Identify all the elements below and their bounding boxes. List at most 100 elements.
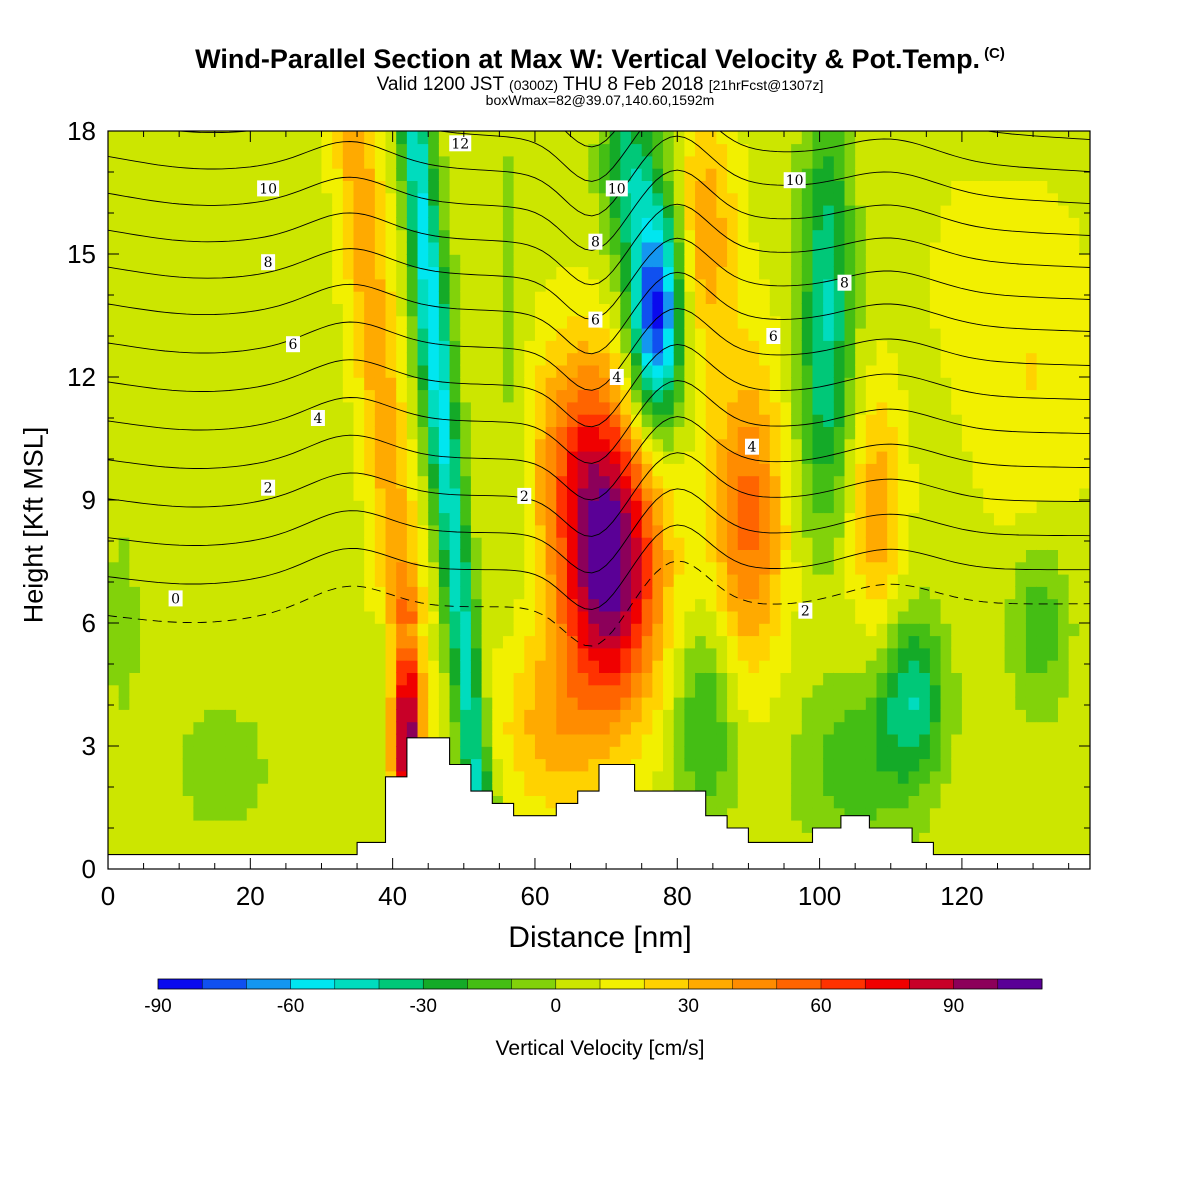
velocity-cell-3948 [801,266,814,280]
velocity-cell-1661 [396,352,408,366]
velocity-cell-1936 [449,659,462,673]
velocity-cell-4343 [876,573,888,587]
velocity-cell-2802 [599,340,611,354]
velocity-cell-1818 [428,635,440,649]
velocity-cell-3714 [759,192,771,206]
velocity-cell-4227 [855,524,867,538]
velocity-cell-440 [182,610,195,624]
velocity-cell-506 [193,536,205,550]
velocity-cell-526 [193,290,205,304]
velocity-cell-2723 [588,573,600,587]
velocity-cell-4686 [940,782,953,796]
velocity-cell-86 [118,536,131,550]
velocity-cell-1462 [364,586,376,600]
velocity-cell-3449 [716,500,728,514]
velocity-cell-3453 [716,450,728,464]
velocity-cell-2557 [556,401,568,415]
velocity-cell-1973 [449,204,462,218]
velocity-cell-1657 [396,401,408,415]
velocity-cell-4527 [908,524,921,538]
velocity-cell-1450 [364,733,376,747]
velocity-cell-789 [246,746,259,760]
velocity-cell-2015 [460,426,472,440]
velocity-cell-149 [129,500,141,514]
velocity-cell-3742 [769,586,782,600]
velocity-cell-1945 [449,549,462,563]
velocity-cell-2026 [460,290,472,304]
velocity-cell-1293 [332,450,344,464]
velocity-cell-3722 [769,832,782,846]
velocity-cell-4219 [855,623,867,637]
velocity-cell-1079 [289,131,301,145]
velocity-cell-199 [140,623,152,637]
velocity-cell-2929 [620,254,632,268]
velocity-cell-3356 [695,167,707,181]
velocity-cell-1383 [353,819,365,833]
velocity-cell-4084 [833,807,846,821]
velocity-cell-1509 [374,746,387,760]
velocity-cell-3970 [812,733,824,747]
velocity-cell-4787 [951,278,963,292]
velocity-cell-402 [172,340,184,354]
velocity-cell-1844 [428,315,440,329]
velocity-cell-1898 [438,389,451,403]
velocity-cell-3471 [716,229,728,243]
velocity-cell-1284 [332,561,344,575]
velocity-cell-4547 [908,278,921,292]
velocity-cell-4964 [983,315,995,329]
velocity-cell-828 [246,266,259,280]
velocity-cell-689 [225,500,237,514]
velocity-cell-1116 [300,413,312,427]
velocity-cell-254 [150,684,163,698]
velocity-cell-4730 [940,241,953,255]
velocity-cell-3854 [791,684,803,698]
velocity-cell-3899 [791,131,803,145]
velocity-cell-1691 [406,721,419,735]
velocity-cell-3549 [737,746,750,760]
velocity-cell-2591 [566,721,579,735]
velocity-cell-836 [246,167,259,181]
velocity-cell-838 [246,143,259,157]
velocity-cell-603 [214,819,227,833]
velocity-cell-4506 [908,782,921,796]
velocity-cell-2260 [502,364,515,378]
velocity-cell-1442 [364,832,376,846]
velocity-cell-704 [225,315,237,329]
velocity-cell-2110 [481,733,494,747]
velocity-cell-616 [214,659,227,673]
velocity-cell-2501 [545,352,558,366]
velocity-cell-3932 [801,463,814,477]
velocity-cell-4673 [929,204,942,218]
velocity-cell-3624 [748,561,760,575]
velocity-cell-983 [278,573,291,587]
velocity-cell-1467 [364,524,376,538]
velocity-cell-653 [214,204,227,218]
velocity-cell-4895 [972,426,985,440]
velocity-cell-3430 [716,733,728,747]
velocity-cell-903 [268,819,280,833]
velocity-cell-4841 [961,352,974,366]
velocity-cell-270 [150,487,163,501]
velocity-cell-2348 [524,758,536,772]
velocity-cell-529 [193,254,205,268]
velocity-cell-1041 [289,598,301,612]
velocity-cell-2335 [513,180,526,194]
velocity-cell-2422 [534,586,547,600]
velocity-cell-4344 [876,561,888,575]
velocity-cell-3802 [780,586,792,600]
velocity-cell-2956 [631,659,643,673]
velocity-cell-2502 [545,340,558,354]
velocity-cell-2693 [577,204,590,218]
velocity-cell-3768 [769,266,782,280]
velocity-cell-1825 [428,549,440,563]
velocity-cell-3096 [652,413,664,427]
velocity-cell-1053 [289,450,301,464]
velocity-cell-4669 [929,254,942,268]
velocity-cell-759 [236,377,248,391]
velocity-cell-3602 [748,832,760,846]
velocity-cell-4199 [844,131,856,145]
velocity-cell-3857 [791,647,803,661]
velocity-cell-167 [129,278,141,292]
velocity-cell-1223 [321,573,333,587]
velocity-cell-3442 [716,586,728,600]
